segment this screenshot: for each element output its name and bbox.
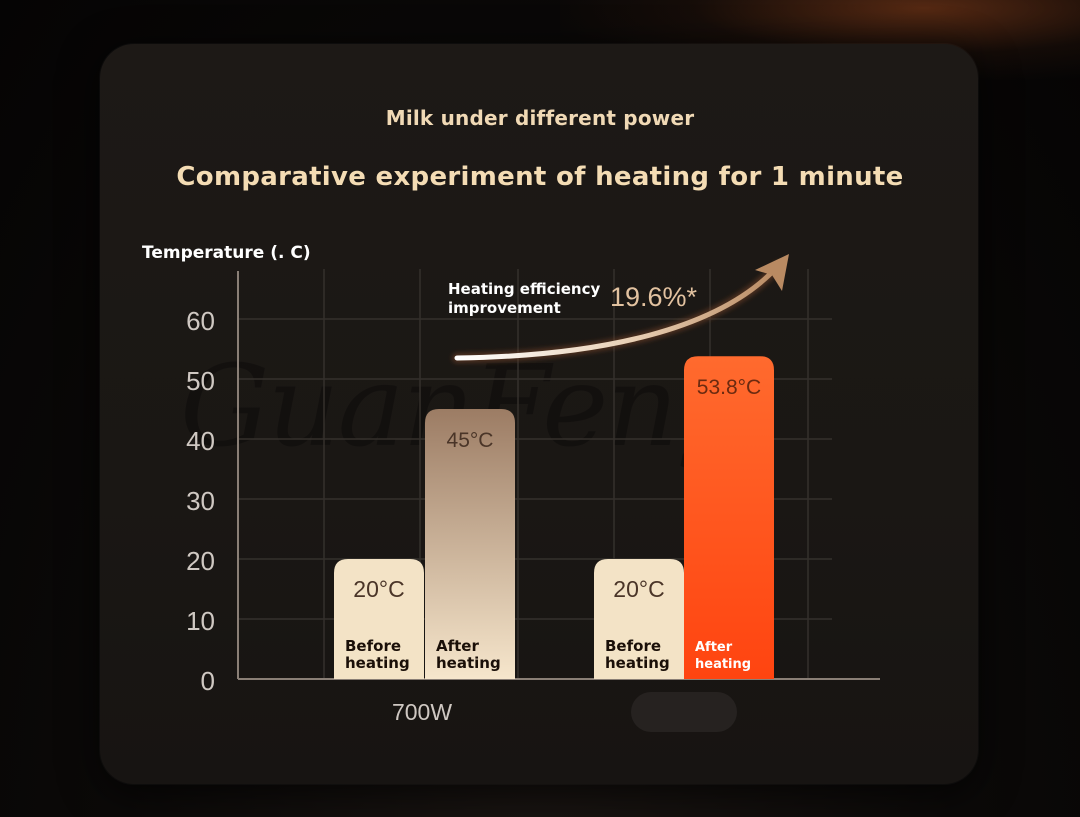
bar-after-heating-1000W [684,356,774,679]
y-tick-label: 60 [186,306,215,336]
category-highlight-pill [631,692,737,732]
bar-value-label: 53.8°C [697,376,761,399]
bar-caption: After heating [695,640,751,672]
bar-caption: Before heating [605,637,670,672]
y-tick-label: 0 [201,666,215,696]
y-tick-label: 30 [186,486,215,516]
bar-after-heating-700W [425,409,515,679]
bar-before-heating-700W [334,559,424,679]
y-tick-label: 50 [186,366,215,396]
efficiency-label-text: Heating efficiency improvement [448,280,601,317]
y-tick-label: 20 [186,546,215,576]
bar-caption: Before heating [345,637,410,672]
bar-caption: After heating [436,637,501,672]
efficiency-value: 19.6%* [610,282,698,312]
bar-before-heating-1000W [594,559,684,679]
bar-value-label: 45°C [447,429,494,452]
y-axis-label: Temperature (. C) [142,243,311,263]
bar-value-label: 20°C [353,576,404,602]
bar-value-label: 20°C [613,576,664,602]
arrow-head-icon [755,254,789,291]
y-tick-label: 40 [186,426,215,456]
efficiency-label: Heating efficiency improvement [448,280,608,318]
chart-card [100,44,978,784]
efficiency-arrow [454,263,781,361]
chart-title: Comparative experiment of heating for 1 … [176,162,904,192]
chart-subtitle: Milk under different power [385,106,695,130]
y-tick-label: 10 [186,606,215,636]
x-category-label: 700W [392,699,452,725]
